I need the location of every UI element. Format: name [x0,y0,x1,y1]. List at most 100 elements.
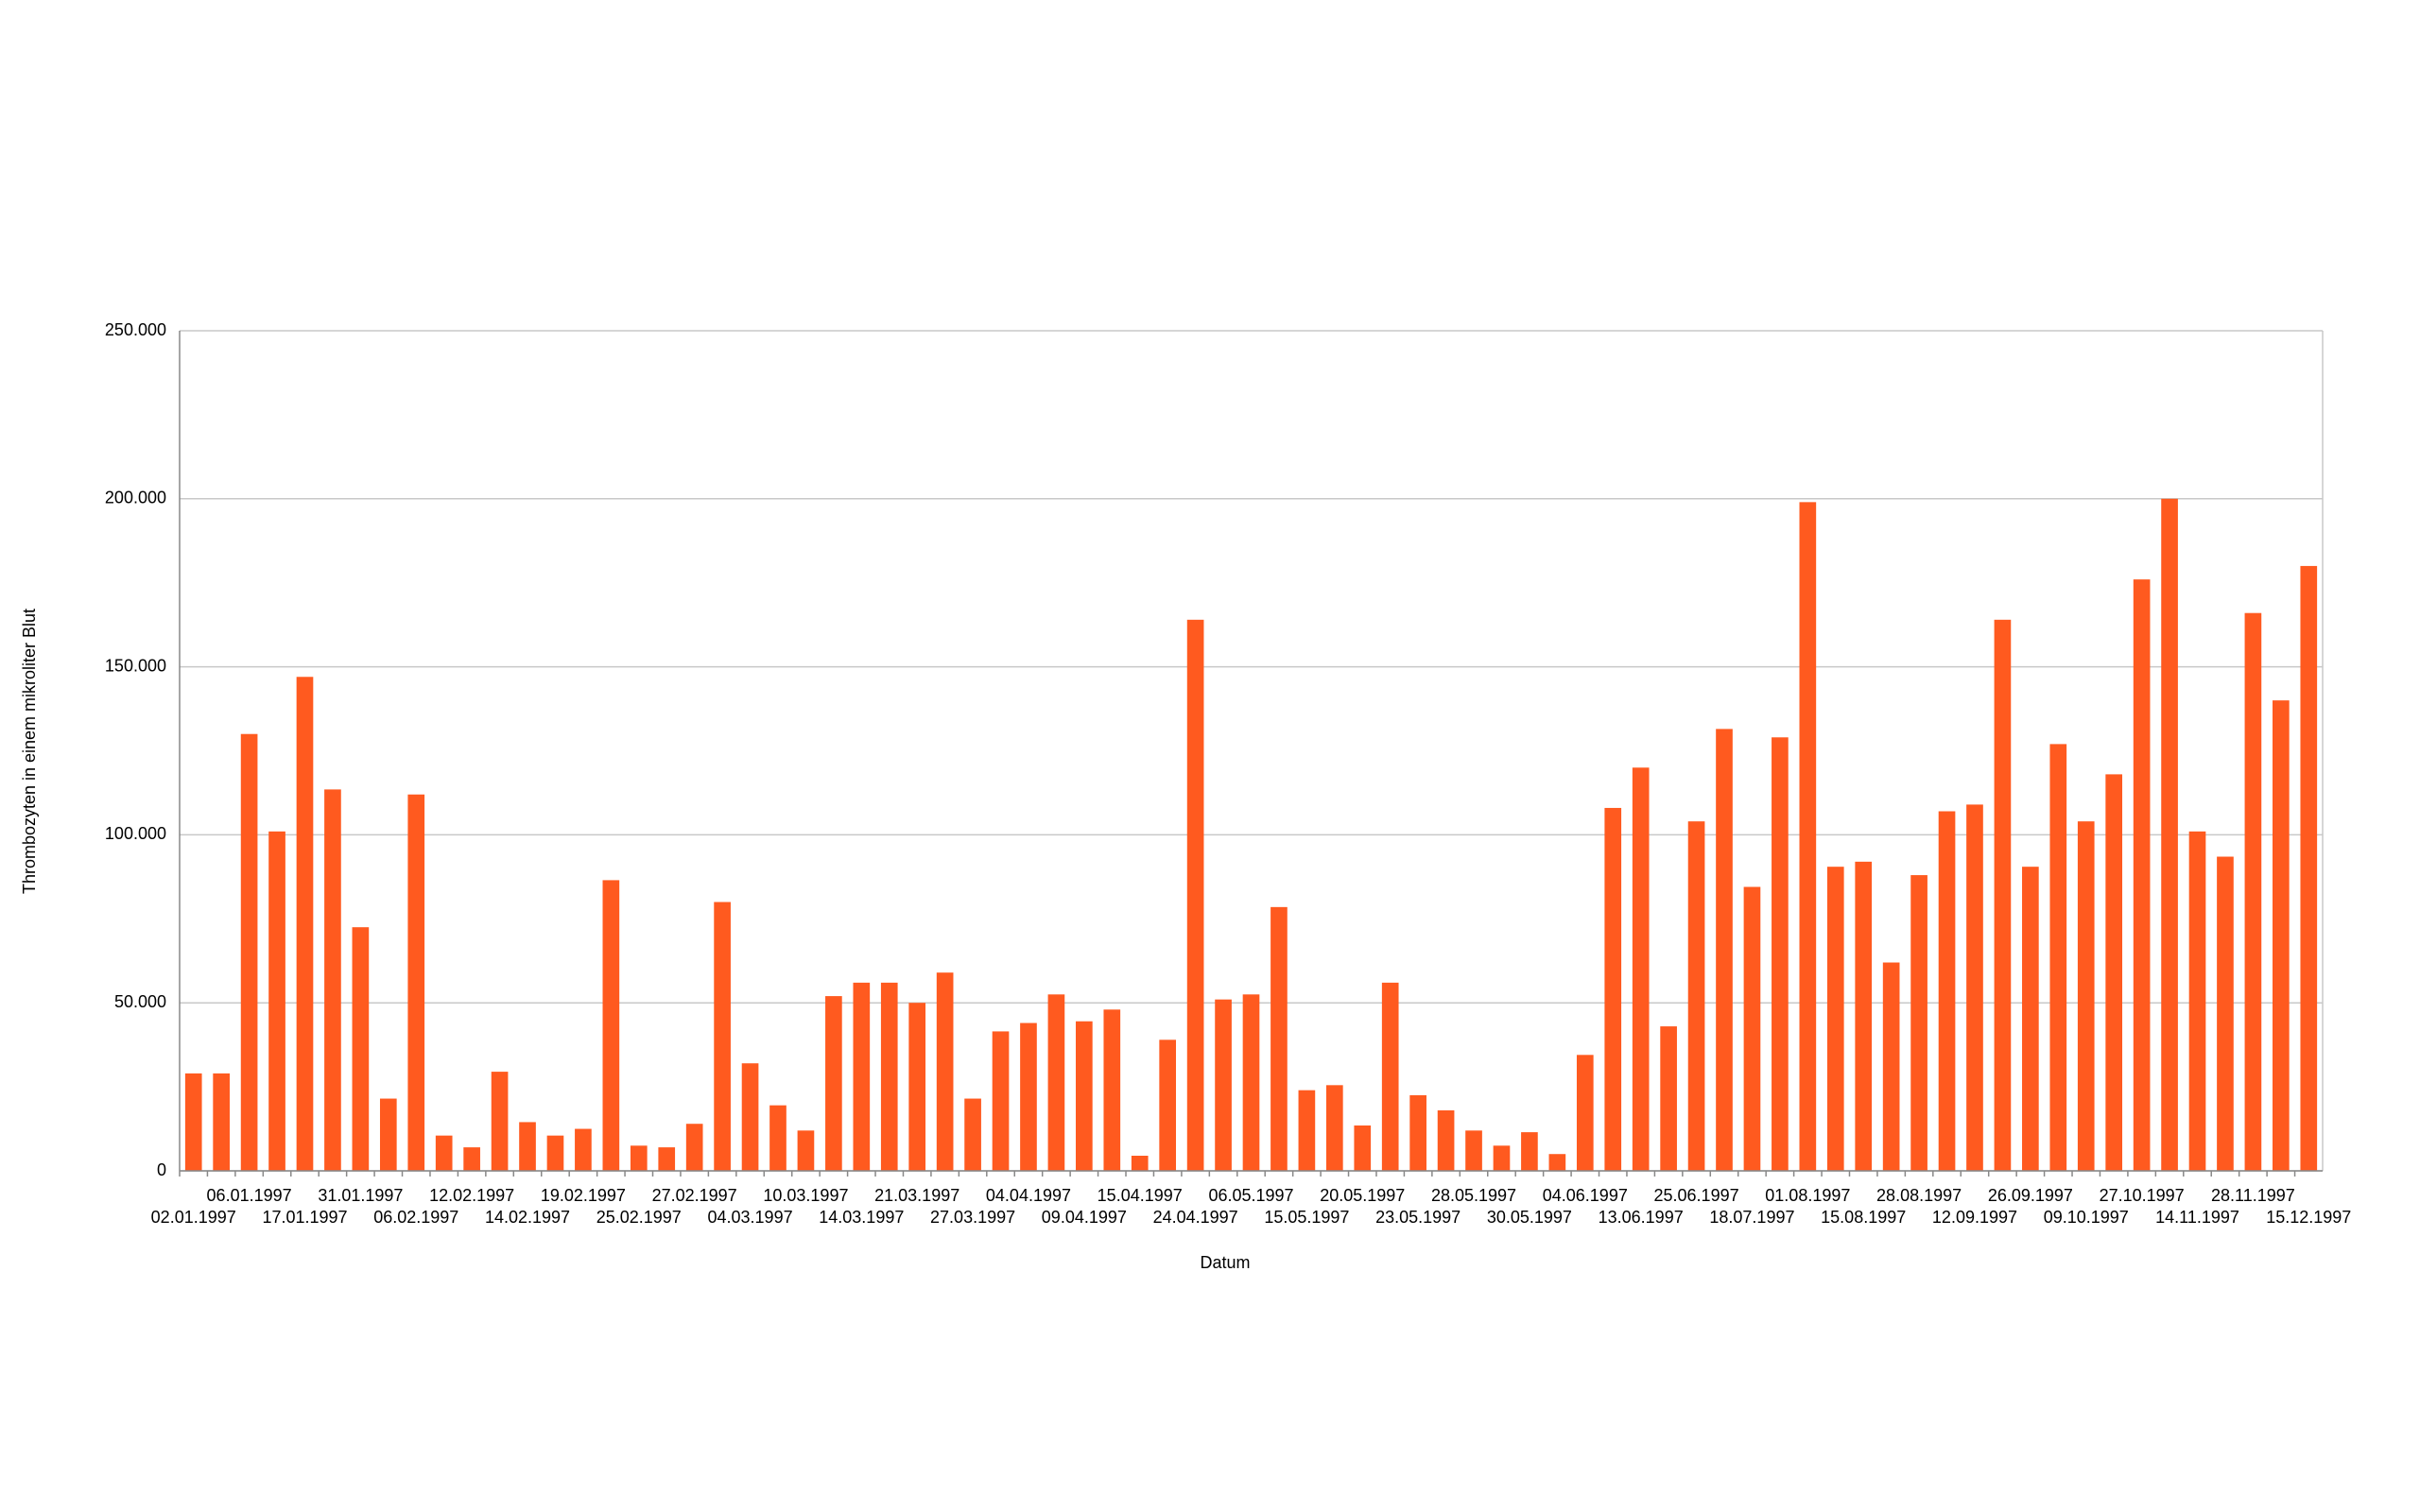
bar [1994,619,2012,1171]
bar [1159,1040,1177,1171]
bar [2105,774,2123,1171]
bar [1325,1085,1343,1171]
x-tick-label: 15.08.1997 [1821,1208,1906,1227]
bar [407,794,425,1171]
x-tick-label: 21.03.1997 [874,1186,959,1205]
bar [2077,821,2095,1171]
x-tick-label: 13.06.1997 [1599,1208,1684,1227]
bar [1687,821,1705,1171]
bar [769,1105,786,1171]
x-tick-label: 25.02.1997 [596,1208,682,1227]
y-tick-label: 50.000 [114,992,166,1011]
bar [1743,886,1761,1171]
x-tick-label: 20.05.1997 [1320,1186,1405,1205]
bar [908,1003,926,1171]
x-tick-label: 06.02.1997 [373,1208,458,1227]
bar [2273,700,2290,1171]
x-tick-label: 04.03.1997 [708,1208,793,1227]
x-tick-label: 27.02.1997 [652,1186,737,1205]
x-tick-label: 12.02.1997 [429,1186,514,1205]
bar [1381,982,1399,1171]
bar [1910,875,1927,1171]
bar [630,1145,648,1171]
bar [1270,906,1288,1171]
bar [658,1147,676,1171]
y-tick-label: 250.000 [105,320,166,339]
x-tick-label: 06.01.1997 [207,1186,292,1205]
bar [964,1098,981,1171]
bar [379,1098,397,1171]
bar [546,1135,564,1171]
x-tick-label: 12.09.1997 [1932,1208,2017,1227]
bar [184,1073,202,1171]
bar [1855,861,1873,1171]
x-tick-label: 02.01.1997 [151,1208,236,1227]
bar [1493,1145,1511,1171]
bar [1882,962,1900,1171]
x-tick-label: 15.04.1997 [1098,1186,1183,1205]
bar [1772,737,1789,1171]
x-tick-label: 14.11.1997 [2155,1208,2239,1227]
x-axis-label: Datum [1200,1253,1250,1272]
bar [880,982,898,1171]
bar [1660,1026,1677,1171]
bar [2188,831,2206,1171]
bar [1966,804,1983,1171]
x-tick-label: 27.03.1997 [930,1208,1015,1227]
bar [352,927,370,1171]
bar [491,1072,509,1171]
x-tick-label: 25.06.1997 [1654,1186,1739,1205]
bar [435,1135,453,1171]
bar [296,677,314,1171]
bar [1047,994,1065,1171]
bar [519,1122,536,1171]
bar [268,831,285,1171]
bar [2133,579,2151,1171]
bar [2049,744,2067,1171]
x-tick-label: 18.07.1997 [1709,1208,1794,1227]
bar [992,1031,1010,1171]
x-tick-label: 09.10.1997 [2044,1208,2129,1227]
bar [1020,1022,1037,1171]
bar [2161,498,2178,1171]
bar [936,972,954,1171]
bar [1576,1055,1594,1171]
bar [1076,1021,1093,1171]
bar [213,1073,230,1171]
bar [1354,1125,1372,1171]
x-tick-label: 04.06.1997 [1543,1186,1628,1205]
bar [1716,729,1733,1171]
x-tick-label: 28.11.1997 [2211,1186,2295,1205]
x-tick-label: 28.08.1997 [1876,1186,1962,1205]
bar [602,880,620,1171]
x-tick-label: 04.04.1997 [986,1186,1071,1205]
x-tick-label: 14.02.1997 [485,1208,570,1227]
x-tick-label: 26.09.1997 [1988,1186,2073,1205]
bar [1298,1090,1316,1171]
bar [1465,1130,1482,1171]
bar [575,1128,592,1171]
bar [1826,867,1844,1171]
bar [797,1130,815,1171]
bar [1409,1094,1426,1171]
bar [1938,811,1956,1171]
y-tick-label: 150.000 [105,656,166,675]
bar [463,1147,480,1171]
bar [825,996,842,1171]
x-tick-label: 17.01.1997 [262,1208,347,1227]
bar [853,982,871,1171]
x-tick-label: 01.08.1997 [1765,1186,1850,1205]
bar [2300,565,2318,1171]
bar [1215,999,1232,1171]
x-tick-label: 30.05.1997 [1487,1208,1572,1227]
x-tick-label: 24.04.1997 [1153,1208,1238,1227]
x-tick-label: 10.03.1997 [763,1186,848,1205]
bar [1131,1155,1149,1171]
x-tick-label: 14.03.1997 [819,1208,904,1227]
bar [1548,1154,1566,1171]
bar [2022,867,2039,1171]
x-tick-label: 23.05.1997 [1375,1208,1461,1227]
bar [1242,994,1260,1171]
y-axis-label: Thrombozyten in einem mikroliter Blut [20,609,39,894]
